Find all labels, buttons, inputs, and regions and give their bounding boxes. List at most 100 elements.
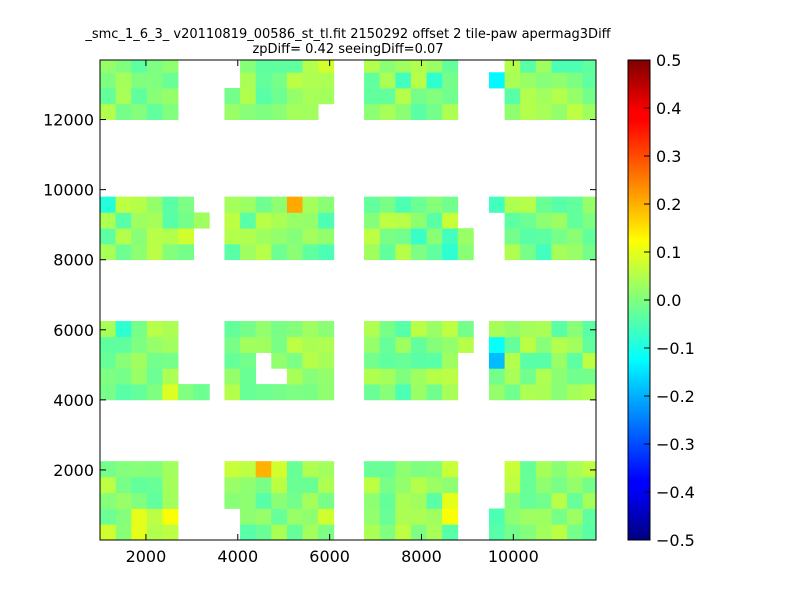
heatmap-cell	[520, 508, 537, 525]
heatmap-cell	[318, 336, 335, 353]
heatmap-cell	[115, 384, 132, 401]
heatmap-cell	[224, 476, 241, 494]
heatmap-cell	[426, 524, 443, 540]
heatmap-cell	[146, 352, 163, 369]
heatmap-cell	[582, 336, 596, 353]
plot-frame	[99, 59, 597, 541]
heatmap-cell	[395, 336, 412, 353]
heatmap-cell	[504, 476, 521, 494]
heatmap-cell	[551, 524, 568, 540]
heatmap-cell	[271, 88, 288, 105]
heatmap-cell	[395, 476, 412, 494]
heatmap-cell	[442, 103, 459, 120]
heatmap-cell	[364, 212, 381, 229]
heatmap-cell	[224, 243, 241, 261]
heatmap-cell	[318, 476, 335, 494]
heatmap-cell	[162, 461, 179, 478]
heatmap-cell	[240, 368, 257, 385]
heatmap-cell	[520, 476, 537, 494]
heatmap-cell	[488, 508, 505, 525]
heatmap-cell	[224, 384, 241, 401]
heatmap-cell	[426, 508, 443, 525]
heatmap-cell	[240, 228, 257, 245]
heatmap-cell	[146, 103, 163, 120]
heatmap-cell	[582, 196, 596, 213]
heatmap-cell	[410, 336, 427, 353]
heatmap-cell	[504, 88, 521, 105]
heatmap-cell	[551, 492, 568, 509]
heatmap-cell	[364, 384, 381, 401]
heatmap-cell	[379, 72, 396, 89]
heatmap-cell	[395, 72, 412, 89]
heatmap-cell	[318, 492, 335, 509]
heatmap-cell	[131, 508, 148, 525]
heatmap-cell	[131, 461, 148, 478]
heatmap-cell	[395, 384, 412, 401]
heatmap-cell	[271, 212, 288, 229]
heatmap-cell	[146, 228, 163, 245]
colorbar-tick-label: 0.0	[656, 291, 681, 310]
heatmap-cell	[457, 243, 474, 261]
heatmap-cell	[379, 476, 396, 494]
heatmap-cell	[567, 88, 584, 105]
heatmap-cell	[162, 243, 179, 261]
heatmap-cell	[255, 321, 272, 338]
heatmap-cell	[115, 352, 132, 369]
heatmap-cell	[286, 492, 303, 509]
heatmap-cell	[551, 368, 568, 385]
heatmap-cell	[131, 196, 148, 213]
heatmap-cell	[131, 384, 148, 401]
heatmap-cell	[379, 336, 396, 353]
heatmap-cell	[271, 508, 288, 525]
heatmap-cell	[240, 243, 257, 261]
heatmap-cell	[520, 212, 537, 229]
heatmap-cell	[271, 461, 288, 478]
heatmap-cell	[504, 60, 521, 73]
heatmap-cell	[457, 321, 474, 338]
heatmap-cell	[582, 508, 596, 525]
heatmap-cell	[100, 243, 117, 261]
heatmap-cell	[271, 321, 288, 338]
heatmap-cell	[410, 461, 427, 478]
colorbar-tick-label: 0.4	[656, 99, 681, 118]
heatmap-cell	[488, 524, 505, 540]
heatmap-cell	[442, 72, 459, 89]
heatmap-cell	[364, 103, 381, 120]
x-tick-label: 2000	[126, 547, 167, 566]
heatmap-cell	[567, 508, 584, 525]
heatmap-cell	[271, 60, 288, 73]
heatmap-cell	[535, 508, 552, 525]
heatmap-cell	[224, 368, 241, 385]
colorbar-tick-label: 0.1	[656, 243, 681, 262]
heatmap-cell	[162, 228, 179, 245]
heatmap-cell	[426, 196, 443, 213]
heatmap-cell	[240, 336, 257, 353]
heatmap-cell	[520, 103, 537, 120]
heatmap-cell	[410, 103, 427, 120]
heatmap-cell	[442, 476, 459, 494]
heatmap-cell	[520, 228, 537, 245]
heatmap-cell	[551, 103, 568, 120]
heatmap-cell	[442, 524, 459, 540]
heatmap-cell	[271, 524, 288, 540]
heatmap-cell	[131, 228, 148, 245]
heatmap-cell	[193, 384, 210, 401]
heatmap-cell	[582, 60, 596, 73]
heatmap-cell	[162, 352, 179, 369]
heatmap-cell	[115, 461, 132, 478]
heatmap-cell	[364, 461, 381, 478]
heatmap-cell	[551, 321, 568, 338]
heatmap-cell	[302, 461, 319, 478]
heatmap-cell	[224, 321, 241, 338]
heatmap-cell	[146, 243, 163, 261]
colorbar-tick-label: −0.1	[656, 339, 695, 358]
x-tick-label: 6000	[309, 547, 350, 566]
heatmap-cell	[520, 461, 537, 478]
heatmap-cell	[520, 492, 537, 509]
heatmap-cell	[224, 228, 241, 245]
heatmap-cell	[551, 476, 568, 494]
heatmap-cell	[410, 524, 427, 540]
heatmap-cell	[379, 384, 396, 401]
heatmap-cell	[271, 476, 288, 494]
heatmap-cell	[162, 508, 179, 525]
